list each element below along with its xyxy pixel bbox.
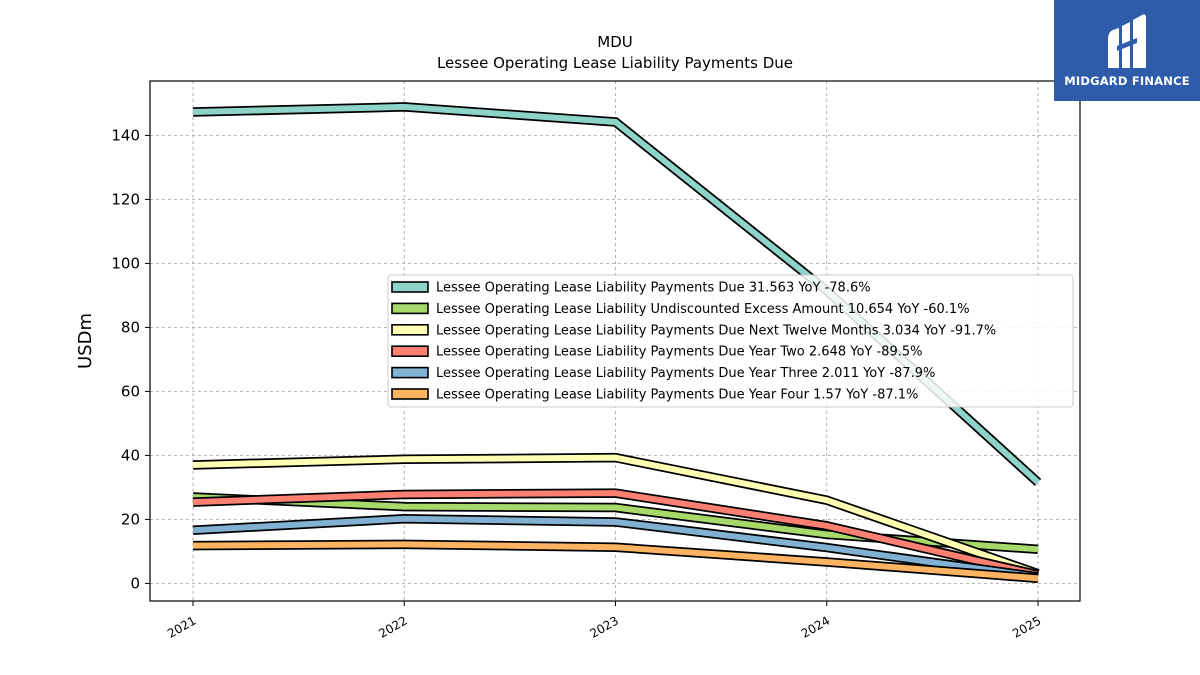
legend-swatch bbox=[391, 345, 429, 358]
y-tick-label: 0 bbox=[130, 574, 140, 592]
y-tick-label: 80 bbox=[121, 318, 140, 336]
chart-subtitle: Lessee Operating Lease Liability Payment… bbox=[437, 54, 793, 72]
legend-label: Lessee Operating Lease Liability Payment… bbox=[436, 345, 922, 360]
legend-swatch bbox=[391, 281, 429, 293]
y-axis-ticks: 0 20 40 60 80 100 120 140 bbox=[111, 126, 150, 592]
x-tick-label: 2024 bbox=[799, 613, 832, 640]
y-tick-label: 140 bbox=[111, 126, 140, 144]
series-line-fill bbox=[192, 515, 1039, 580]
legend-item-3: Lessee Operating Lease Liability Payment… bbox=[391, 323, 996, 338]
legend-swatch bbox=[391, 323, 429, 336]
series-line-fill bbox=[192, 454, 1039, 577]
series-line-3 bbox=[192, 452, 1040, 579]
legend-label: Lessee Operating Lease Liability Undisco… bbox=[436, 302, 970, 317]
x-axis-ticks: 2021 2022 2023 2024 2025 bbox=[165, 601, 1044, 641]
x-tick-label: 2025 bbox=[1010, 613, 1043, 640]
x-tick-label: 2022 bbox=[376, 613, 409, 640]
legend-swatch bbox=[391, 302, 429, 315]
legend-label: Lessee Operating Lease Liability Payment… bbox=[436, 388, 918, 403]
legend-item-6: Lessee Operating Lease Liability Payment… bbox=[391, 388, 918, 403]
legend-swatch bbox=[391, 388, 429, 400]
series-line-4 bbox=[192, 488, 1040, 580]
legend-item-2: Lessee Operating Lease Liability Undisco… bbox=[391, 302, 970, 317]
series-line-6 bbox=[192, 539, 1039, 584]
chart-title: MDU bbox=[597, 33, 632, 51]
x-tick-label: 2021 bbox=[165, 613, 198, 640]
legend: Lessee Operating Lease Liability Payment… bbox=[387, 274, 1074, 408]
legend-label: Lessee Operating Lease Liability Payment… bbox=[436, 366, 935, 381]
x-tick-label: 2023 bbox=[588, 613, 621, 640]
y-tick-label: 120 bbox=[111, 190, 140, 208]
series-line-5 bbox=[192, 514, 1039, 582]
y-tick-label: 60 bbox=[121, 382, 140, 400]
y-tick-label: 20 bbox=[121, 510, 140, 528]
y-axis-label: USDm bbox=[75, 313, 96, 369]
y-tick-label: 40 bbox=[121, 446, 140, 464]
midgard-logo-icon bbox=[1108, 14, 1146, 68]
legend-label: Lessee Operating Lease Liability Payment… bbox=[436, 281, 871, 296]
legend-item-4: Lessee Operating Lease Liability Payment… bbox=[391, 345, 922, 360]
legend-label: Lessee Operating Lease Liability Payment… bbox=[436, 323, 996, 338]
brand-logo: MIDGARD FINANCE bbox=[1054, 0, 1200, 101]
legend-item-1: Lessee Operating Lease Liability Payment… bbox=[391, 281, 871, 296]
legend-swatch bbox=[391, 366, 429, 379]
series-line-fill bbox=[192, 490, 1039, 578]
logo-text: MIDGARD FINANCE bbox=[1064, 74, 1190, 88]
legend-frame bbox=[387, 274, 1074, 408]
y-tick-label: 100 bbox=[111, 254, 140, 272]
legend-item-5: Lessee Operating Lease Liability Payment… bbox=[391, 366, 935, 381]
series-line-fill bbox=[192, 541, 1039, 582]
